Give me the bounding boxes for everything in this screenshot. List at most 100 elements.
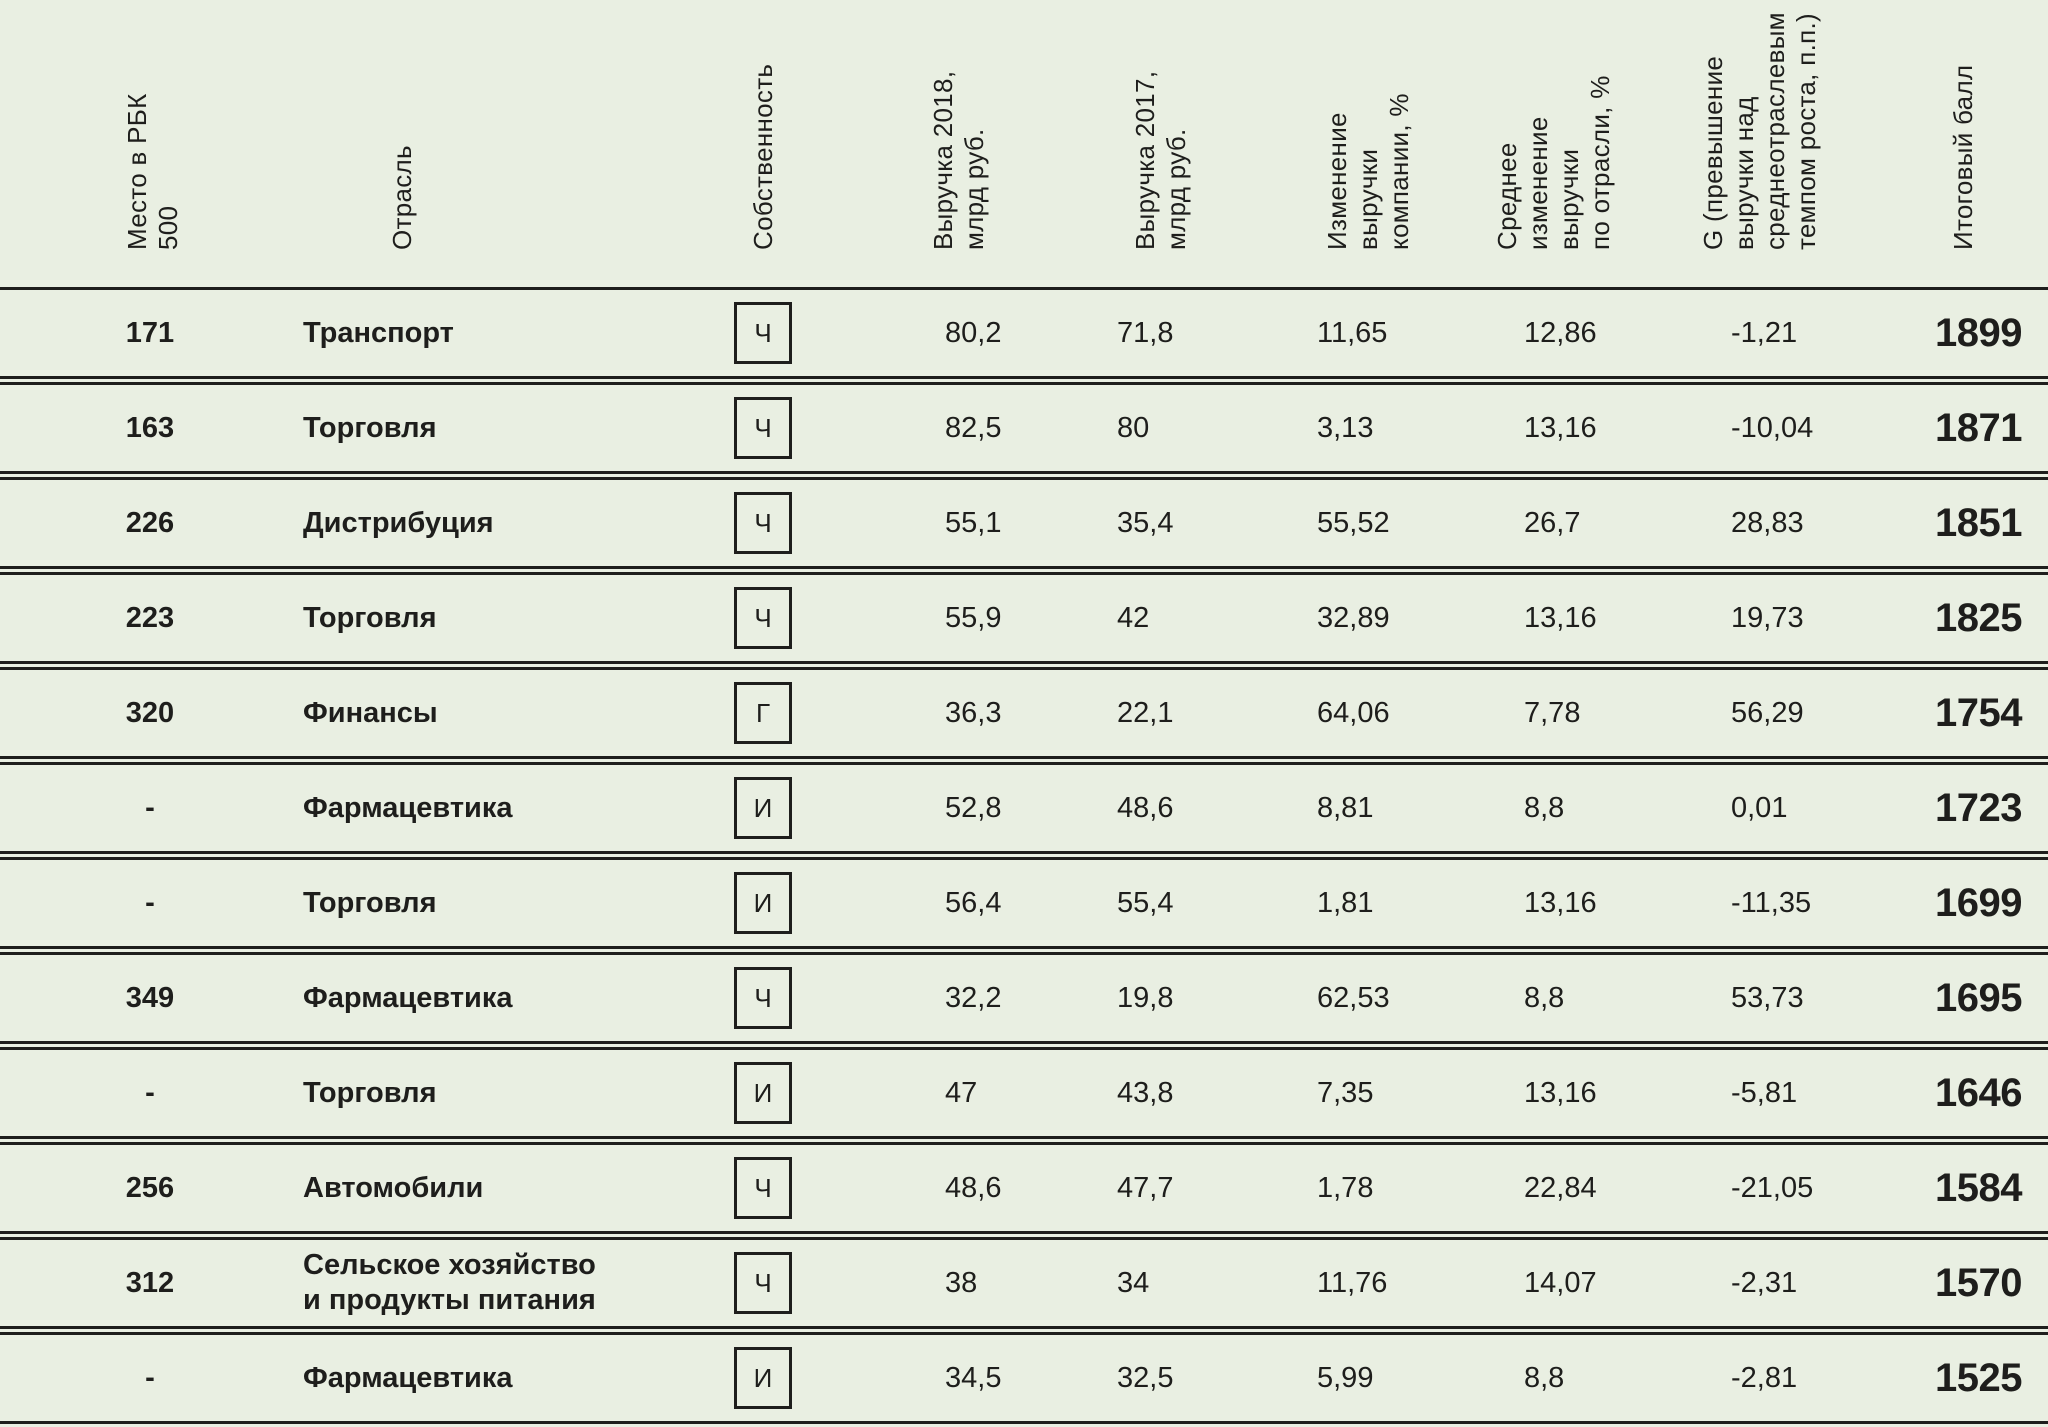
- table-row: 223 Торговля Ч 55,9 42 32,89 13,16 19,73…: [0, 572, 2048, 664]
- rank-cell: -: [145, 791, 155, 824]
- ownership-badge: И: [734, 872, 792, 934]
- ownership-cell: И: [734, 1050, 792, 1136]
- g-cell: 28,83: [1731, 506, 1804, 539]
- ownership-badge: Ч: [734, 1157, 792, 1219]
- ownership-letter: Ч: [754, 412, 772, 443]
- industry-cell: Транспорт: [303, 316, 454, 349]
- change-cell: 1,78: [1317, 1171, 1374, 1204]
- revenue-2017-cell: 55,4: [1117, 886, 1174, 919]
- revenue-2017-cell: 80: [1117, 411, 1150, 444]
- revenue-2018-cell: 48,6: [945, 1171, 1002, 1204]
- column-header-industry: Отрасль: [387, 145, 417, 250]
- ownership-cell: Ч: [734, 955, 792, 1041]
- revenue-2018-cell: 32,2: [945, 981, 1002, 1014]
- score-cell: 1723: [1935, 785, 2022, 830]
- ownership-letter: Ч: [754, 317, 772, 348]
- ownership-badge: Ч: [734, 967, 792, 1029]
- change-cell: 32,89: [1317, 601, 1390, 634]
- g-cell: -2,31: [1731, 1266, 1798, 1299]
- table-row: 320 Финансы Г 36,3 22,1 64,06 7,78 56,29…: [0, 667, 2048, 759]
- g-cell: -11,35: [1731, 886, 1812, 919]
- rank-cell: -: [145, 886, 155, 919]
- g-cell: -1,21: [1731, 316, 1798, 349]
- column-header-ownership: Собственность: [748, 63, 778, 250]
- revenue-2018-cell: 82,5: [945, 411, 1002, 444]
- revenue-2018-cell: 38: [945, 1266, 978, 1299]
- ownership-badge: И: [734, 777, 792, 839]
- revenue-2017-cell: 47,7: [1117, 1171, 1174, 1204]
- industry-cell: Фармацевтика: [303, 1361, 513, 1394]
- revenue-2017-cell: 19,8: [1117, 981, 1174, 1014]
- avg-change-cell: 26,7: [1524, 506, 1581, 539]
- revenue-2017-cell: 71,8: [1117, 316, 1174, 349]
- industry-cell: Торговля: [303, 1076, 437, 1109]
- score-cell: 1851: [1935, 500, 2022, 545]
- ownership-badge: Ч: [734, 1252, 792, 1314]
- ownership-cell: Ч: [734, 1145, 792, 1231]
- revenue-2018-cell: 47: [945, 1076, 978, 1109]
- ownership-letter: Г: [755, 697, 771, 728]
- change-cell: 1,81: [1317, 886, 1374, 919]
- industry-cell: Торговля: [303, 411, 437, 444]
- avg-change-cell: 8,8: [1524, 791, 1565, 824]
- revenue-2018-cell: 34,5: [945, 1361, 1002, 1394]
- rank-cell: 171: [125, 316, 175, 349]
- ownership-cell: Ч: [734, 575, 792, 661]
- rank-cell: 163: [125, 411, 175, 444]
- table-row: 312 Сельское хозяйство и продукты питани…: [0, 1237, 2048, 1329]
- ownership-badge: Ч: [734, 302, 792, 364]
- change-cell: 3,13: [1317, 411, 1374, 444]
- table-row: 349 Фармацевтика Ч 32,2 19,8 62,53 8,8 5…: [0, 952, 2048, 1044]
- column-header-rev2018: Выручка 2018, млрд руб.: [928, 70, 989, 250]
- change-cell: 7,35: [1317, 1076, 1374, 1109]
- industry-cell: Фармацевтика: [303, 981, 513, 1014]
- table-row: 163 Торговля Ч 82,5 80 3,13 13,16 -10,04…: [0, 382, 2048, 474]
- g-cell: -5,81: [1731, 1076, 1798, 1109]
- change-cell: 11,65: [1317, 316, 1388, 349]
- score-cell: 1825: [1935, 595, 2022, 640]
- g-cell: 19,73: [1731, 601, 1804, 634]
- ownership-badge: Ч: [734, 492, 792, 554]
- change-cell: 62,53: [1317, 981, 1390, 1014]
- rank-cell: 256: [125, 1171, 175, 1204]
- revenue-2018-cell: 80,2: [945, 316, 1002, 349]
- avg-change-cell: 14,07: [1524, 1266, 1597, 1299]
- industry-cell: Автомобили: [303, 1171, 484, 1204]
- rank-cell: -: [145, 1361, 155, 1394]
- ownership-cell: И: [734, 765, 792, 851]
- ownership-letter: И: [753, 792, 773, 823]
- score-cell: 1899: [1935, 310, 2022, 355]
- ownership-badge: Ч: [734, 397, 792, 459]
- table-row: - Торговля И 56,4 55,4 1,81 13,16 -11,35…: [0, 857, 2048, 949]
- avg-change-cell: 8,8: [1524, 1361, 1565, 1394]
- table-row: - Торговля И 47 43,8 7,35 13,16 -5,81 16…: [0, 1047, 2048, 1139]
- avg-change-cell: 12,86: [1524, 316, 1597, 349]
- score-cell: 1699: [1935, 880, 2022, 925]
- ownership-letter: Ч: [754, 1172, 772, 1203]
- ownership-letter: И: [753, 1362, 773, 1393]
- revenue-2017-cell: 22,1: [1117, 696, 1174, 729]
- g-cell: 0,01: [1731, 791, 1788, 824]
- revenue-2017-cell: 43,8: [1117, 1076, 1174, 1109]
- score-cell: 1525: [1935, 1355, 2022, 1400]
- industry-cell: Фармацевтика: [303, 791, 513, 824]
- industry-cell: Финансы: [303, 696, 438, 729]
- ownership-badge: Г: [734, 682, 792, 744]
- revenue-2018-cell: 56,4: [945, 886, 1002, 919]
- revenue-2017-cell: 32,5: [1117, 1361, 1174, 1394]
- table-body: 171 Транспорт Ч 80,2 71,8 11,65 12,86 -1…: [0, 287, 2048, 1427]
- table-row: - Фармацевтика И 52,8 48,6 8,81 8,8 0,01…: [0, 762, 2048, 854]
- score-cell: 1695: [1935, 975, 2022, 1020]
- rank-cell: 312: [125, 1266, 175, 1299]
- industry-cell: Торговля: [303, 601, 437, 634]
- rank-cell: 226: [125, 506, 175, 539]
- ownership-letter: Ч: [754, 982, 772, 1013]
- ownership-letter: Ч: [754, 1267, 772, 1298]
- table-row: - Фармацевтика И 34,5 32,5 5,99 8,8 -2,8…: [0, 1332, 2048, 1424]
- ownership-badge: Ч: [734, 587, 792, 649]
- avg-change-cell: 13,16: [1524, 1076, 1597, 1109]
- ownership-cell: Ч: [734, 1240, 792, 1326]
- revenue-2018-cell: 36,3: [945, 696, 1002, 729]
- score-cell: 1584: [1935, 1165, 2022, 1210]
- industry-cell: Сельское хозяйство и продукты питания: [303, 1249, 596, 1316]
